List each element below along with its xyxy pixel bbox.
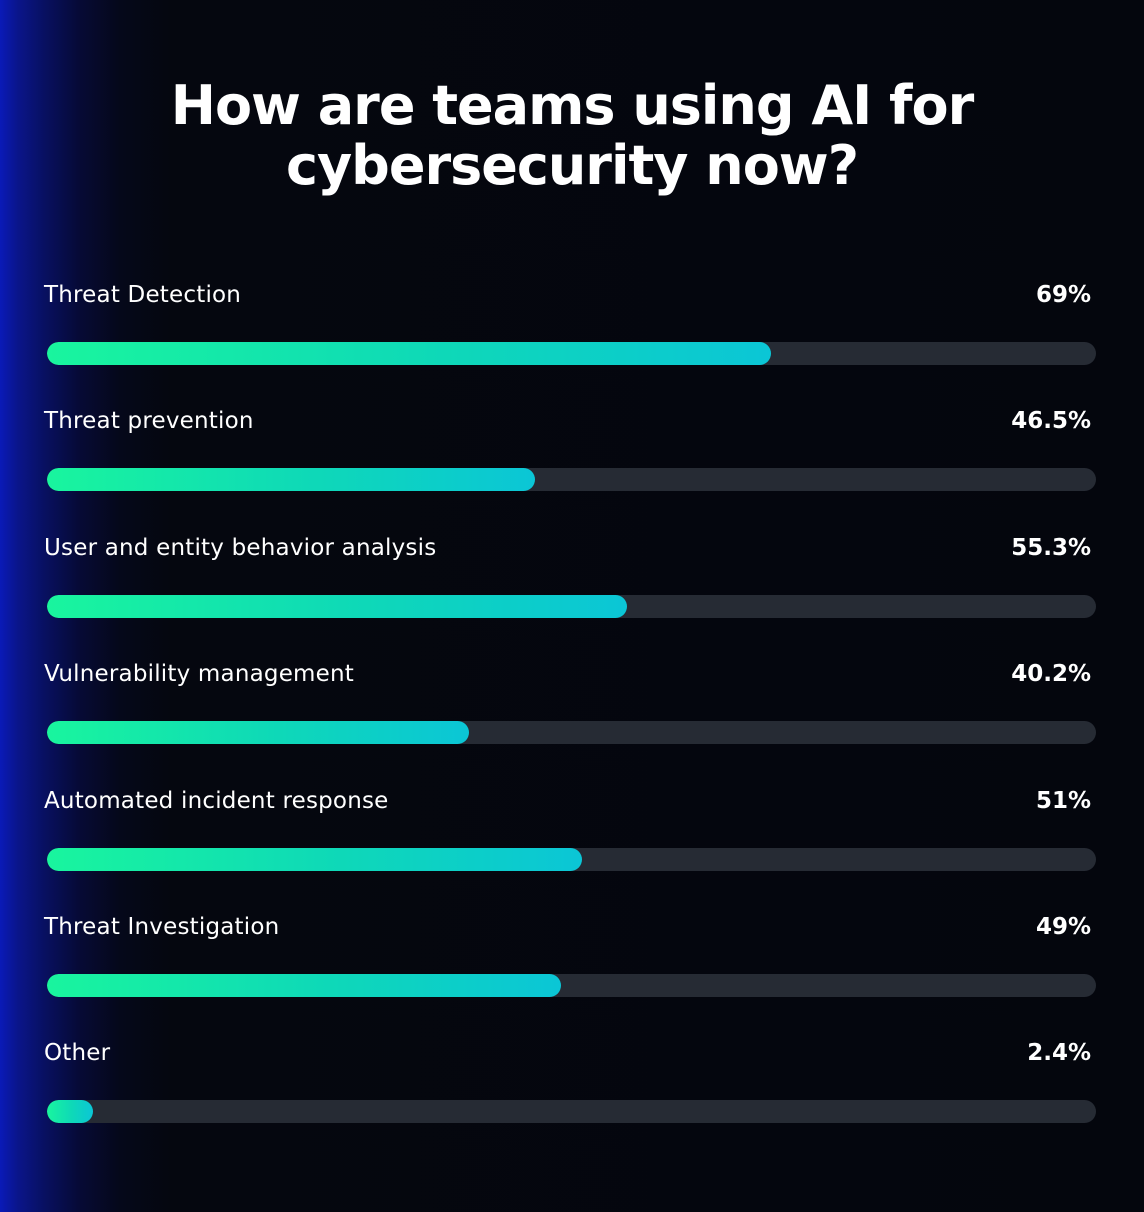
bar-label: User and entity behavior analysis <box>44 534 437 561</box>
bar-value-label: 55.3% <box>1011 534 1091 561</box>
bar-fill <box>47 468 535 492</box>
bar-label: Threat prevention <box>44 408 254 435</box>
bar-track <box>47 1100 1096 1124</box>
bar-value-label: 51% <box>1035 787 1091 814</box>
bar-row: Threat Detection 69% <box>44 278 1096 404</box>
bar-row: Automated incident response 51% <box>44 784 1096 910</box>
bar-label: Vulnerability management <box>44 661 354 688</box>
bar-label: Threat Investigation <box>44 913 280 940</box>
bar-row: Threat prevention 46.5% <box>44 404 1096 530</box>
bar-fill <box>47 721 469 745</box>
bar-row: Other 2.4% <box>44 1036 1096 1162</box>
bar-fill <box>47 973 561 997</box>
bar-row: Threat Investigation 49% <box>44 910 1096 1036</box>
bar-fill <box>47 342 771 365</box>
bar-label: Threat Detection <box>44 282 242 308</box>
bar-list: Threat Detection 69% Threat prevention 46.5… <box>44 278 1096 1163</box>
bar-label: Other <box>44 1040 111 1067</box>
bar-track <box>47 468 1096 492</box>
bar-row: Vulnerability management 40.2% <box>44 657 1096 783</box>
bar-track <box>47 973 1096 997</box>
bar-fill <box>47 847 582 871</box>
bar-track <box>47 594 1096 618</box>
bar-value-label: 49% <box>1035 913 1091 940</box>
bar-track <box>47 847 1096 871</box>
bar-fill <box>47 594 627 618</box>
bar-track <box>47 342 1096 365</box>
chart-title: How are teams using AI for cybersecurity… <box>170 74 974 197</box>
bar-fill <box>47 1100 93 1124</box>
bar-label: Automated incident response <box>44 787 389 814</box>
bar-value-label: 69% <box>1035 282 1091 308</box>
bar-row: User and entity behavior analysis 55.3% <box>44 531 1096 657</box>
bar-track <box>47 721 1096 745</box>
bar-value-label: 40.2% <box>1011 661 1091 688</box>
bar-value-label: 2.4% <box>1027 1040 1091 1067</box>
bar-value-label: 46.5% <box>1011 408 1091 435</box>
